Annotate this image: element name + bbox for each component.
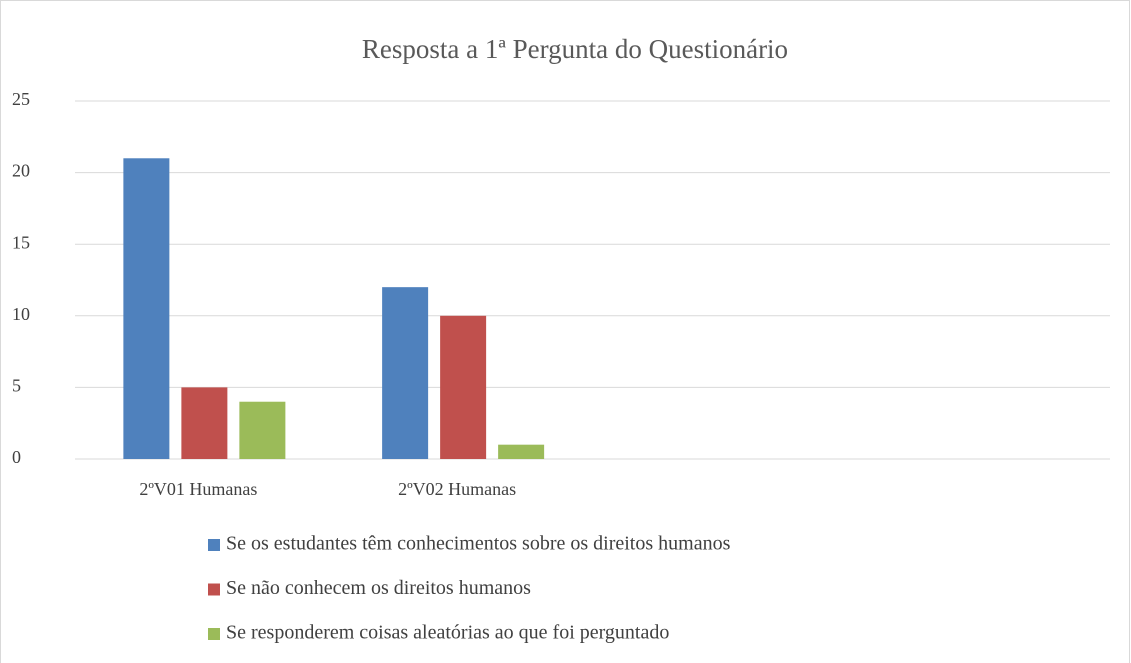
bar	[498, 444, 545, 459]
legend-label: Se responderem coisas aleatórias ao que …	[226, 622, 669, 644]
y-tick-label: 20	[12, 161, 30, 181]
y-tick-label: 25	[12, 89, 30, 109]
x-tick-label: 2ºV02 Humanas	[398, 479, 516, 499]
bar	[440, 315, 487, 459]
x-tick-label: 2ºV01 Humanas	[139, 479, 257, 499]
y-tick-label: 5	[12, 376, 21, 396]
y-tick-label: 10	[12, 304, 30, 324]
bar	[181, 387, 228, 459]
legend-label: Se os estudantes têm conhecimentos sobre…	[226, 533, 731, 555]
bar	[382, 287, 429, 459]
bar	[239, 401, 286, 459]
bar	[123, 158, 170, 459]
legend-swatch	[208, 539, 220, 551]
chart-title: Resposta a 1ª Pergunta do Questionário	[362, 34, 788, 64]
legend-label: Se não conhecem os direitos humanos	[226, 577, 531, 599]
legend-swatch	[208, 628, 220, 640]
legend-swatch	[208, 583, 220, 596]
y-tick-label: 0	[12, 447, 21, 467]
y-tick-label: 15	[12, 232, 30, 252]
